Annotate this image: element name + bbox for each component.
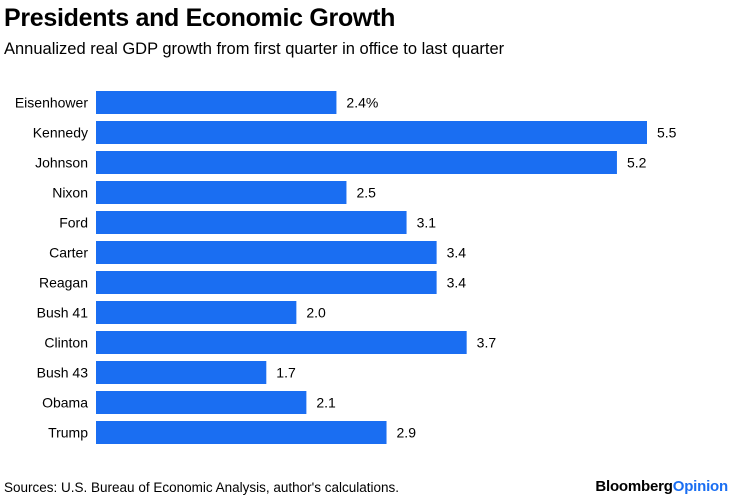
bar — [96, 271, 437, 294]
category-label: Johnson — [35, 155, 88, 171]
data-label: 2.9 — [397, 425, 417, 441]
category-label: Reagan — [39, 275, 88, 291]
bar — [96, 331, 467, 354]
category-label: Nixon — [52, 185, 88, 201]
category-label: Carter — [49, 245, 88, 261]
category-label: Obama — [42, 395, 88, 411]
bar — [96, 301, 297, 324]
data-label: 3.1 — [417, 215, 437, 231]
category-label: Clinton — [44, 335, 88, 351]
data-label: 2.0 — [306, 305, 326, 321]
data-label: 2.1 — [316, 395, 336, 411]
bar — [96, 241, 437, 264]
data-label: 3.4 — [447, 245, 467, 261]
data-label: 3.4 — [447, 275, 467, 291]
category-label: Trump — [48, 425, 88, 441]
data-label: 1.7 — [276, 365, 296, 381]
bar — [96, 361, 267, 384]
bar — [96, 211, 407, 234]
brand-section: Opinion — [672, 478, 728, 495]
bloomberg-opinion-logo: BloombergOpinion — [595, 478, 728, 495]
bar — [96, 91, 337, 114]
bar — [96, 151, 617, 174]
chart-title: Presidents and Economic Growth — [4, 4, 396, 32]
category-label: Eisenhower — [15, 95, 88, 111]
category-label: Kennedy — [33, 125, 88, 141]
data-label: 2.4% — [346, 95, 378, 111]
bar — [96, 121, 647, 144]
bar — [96, 391, 307, 414]
data-label: 5.5 — [657, 125, 677, 141]
category-label: Ford — [59, 215, 88, 231]
brand-name: Bloomberg — [595, 478, 673, 495]
category-label: Bush 41 — [37, 305, 89, 321]
data-label: 3.7 — [477, 335, 497, 351]
source-note: Sources: U.S. Bureau of Economic Analysi… — [4, 480, 400, 495]
chart-subtitle: Annualized real GDP growth from first qu… — [4, 40, 505, 58]
category-label: Bush 43 — [37, 365, 89, 381]
bar — [96, 181, 347, 204]
bar-chart: Eisenhower 2.4% Kennedy 5.5 Johnson 5.2 Nixon 2… — [15, 91, 677, 444]
bar — [96, 421, 387, 444]
data-label: 5.2 — [627, 155, 647, 171]
data-label: 2.5 — [356, 185, 376, 201]
